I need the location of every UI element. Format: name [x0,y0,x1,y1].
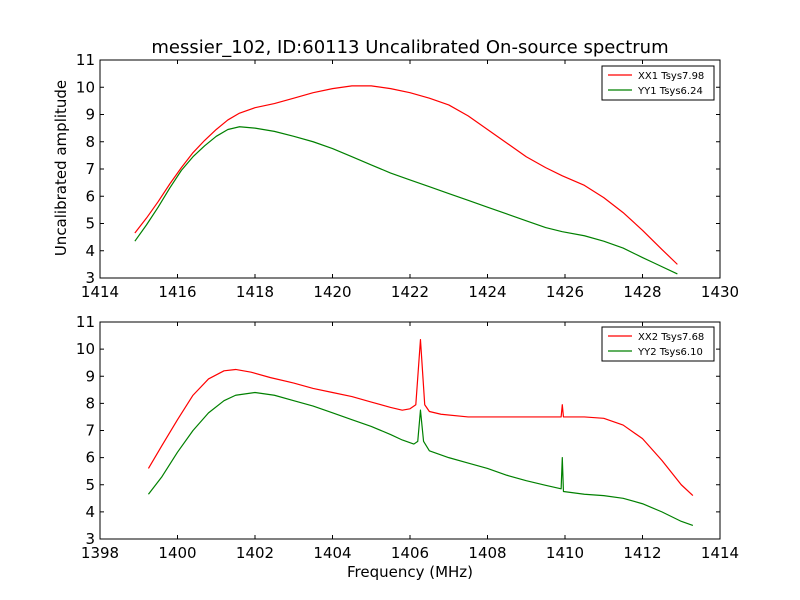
bottom-plot: 1398 1400 1402 1404 1406 1408 1410 1412 1414 3 4 5 6… [76,313,739,562]
top-legend-label-2: YY1 Tsys6.24 [637,86,703,97]
top-legend [601,65,715,101]
top-xtick-label: 1418 [236,283,274,301]
bottom-xtick-label: 1402 [236,544,274,562]
top-xtick-label: 1430 [701,283,739,301]
top-ytick-label: 8 [85,133,95,151]
bottom-ytick-label: 9 [85,367,95,385]
bottom-ytick-label: 8 [85,394,95,412]
top-xtick-label: 1422 [391,283,429,301]
bottom-xtick-label: 1412 [623,544,661,562]
bottom-ytick-label: 4 [85,503,95,521]
top-ytick-label: 3 [85,269,95,287]
top-xtick-label: 1426 [546,283,584,301]
top-series-line-2 [134,126,678,275]
bottom-ytick-label: 3 [85,530,95,548]
top-xtick-label: 1424 [468,283,506,301]
bottom-ytick-label: 11 [76,313,95,331]
top-ytick-label: 6 [85,187,95,205]
top-ytick-label: 7 [85,160,95,178]
bottom-xtick-label: 1410 [546,544,584,562]
top-chart-title: messier_102, ID:60113 Uncalibrated On-so… [151,37,668,58]
bottom-series-line-1 [147,339,694,497]
bottom-ytick-label: 6 [85,449,95,467]
bottom-series-line-2 [147,391,694,527]
bottom-chart-xlabel: Frequency (MHz) [347,563,473,581]
top-ytick-label: 10 [76,78,95,96]
bottom-xtick-label: 1414 [701,544,739,562]
bottom-legend-label-1: XX2 Tsys7.68 [638,332,704,343]
top-ytick-label: 4 [85,242,95,260]
bottom-xtick-label: 1400 [158,544,196,562]
bottom-xtick-label: 1404 [313,544,351,562]
top-xtick-label: 1416 [158,283,196,301]
top-ytick-label: 11 [76,51,95,69]
bottom-ytick-label: 7 [85,422,95,440]
bottom-ytick-label: 5 [85,476,95,494]
top-legend-label-1: XX1 Tsys7.98 [638,71,704,82]
bottom-legend [601,326,715,362]
top-series-line-1 [134,85,678,265]
bottom-legend-label-2: YY2 Tsys6.10 [637,347,703,358]
bottom-xtick-label: 1408 [468,544,506,562]
top-chart-ylabel: Uncalibrated amplitude [52,80,70,256]
bottom-xtick-label: 1398 [81,544,119,562]
top-ytick-label: 5 [85,215,95,233]
bottom-xtick-label: 1406 [391,544,429,562]
top-plot: 1414 1416 1418 1420 1422 1424 1426 1428 1430 3 4 5 6… [76,51,739,301]
top-xtick-label: 1428 [623,283,661,301]
top-ytick-label: 9 [85,106,95,124]
top-xtick-label: 1420 [313,283,351,301]
bottom-ytick-label: 10 [76,340,95,358]
top-xtick-label: 1414 [81,283,119,301]
